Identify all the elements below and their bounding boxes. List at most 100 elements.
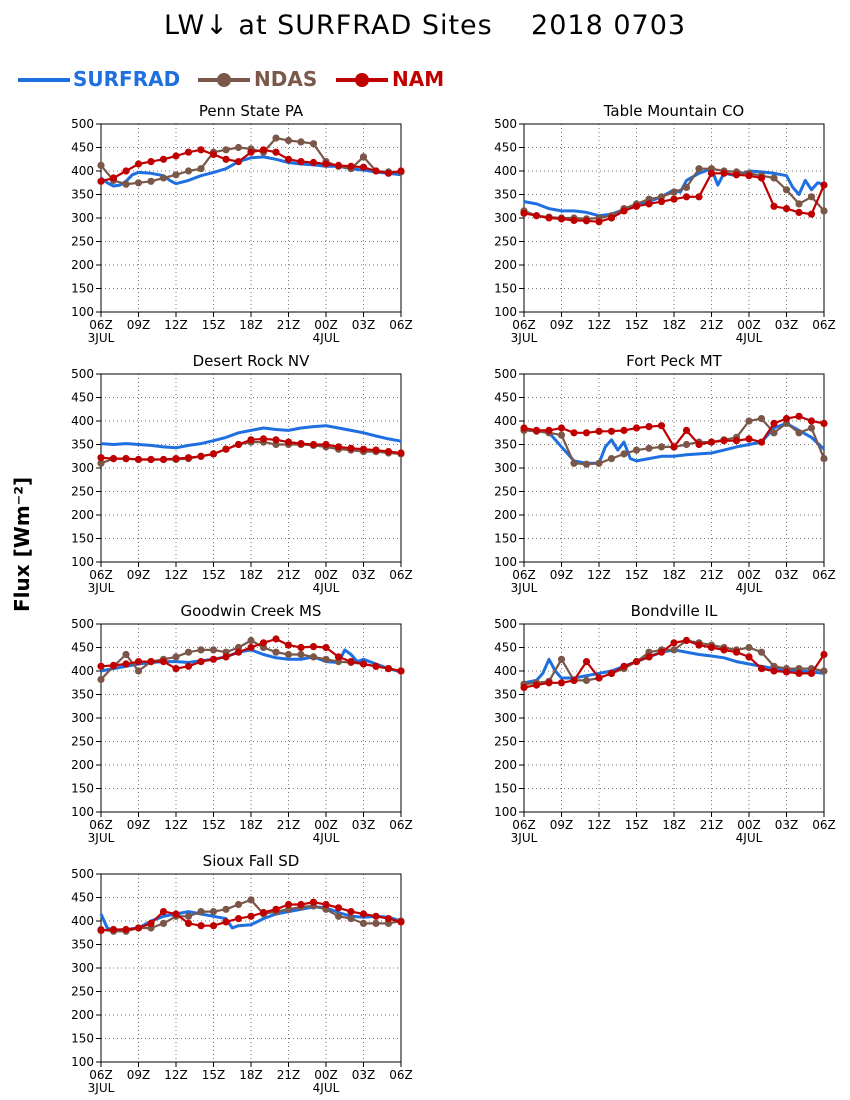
data-point-nam <box>384 169 393 177</box>
data-point-nam <box>347 658 355 666</box>
data-point-nam <box>159 455 168 464</box>
y-tick-label: 250 <box>71 485 94 499</box>
x-tick-label: 15Z <box>625 318 649 332</box>
x-tick-label: 00Z <box>314 818 338 832</box>
x-tick-label: 00Z <box>737 318 761 332</box>
data-point-nam <box>247 643 255 652</box>
data-point-nam <box>159 658 168 666</box>
data-point-nam <box>620 207 628 215</box>
series-line-ndas <box>100 137 401 186</box>
data-point-nam <box>620 662 628 670</box>
data-point-nam <box>247 912 255 920</box>
legend-line-ndas-icon <box>198 73 250 87</box>
data-point-nam <box>147 658 155 666</box>
data-point-nam <box>397 449 405 457</box>
y-tick-label: 150 <box>71 532 94 546</box>
data-point-nam <box>334 653 343 661</box>
data-point-ndas <box>122 180 130 188</box>
data-point-ndas <box>134 179 143 187</box>
data-point-nam <box>197 146 205 154</box>
data-point-nam <box>297 158 305 166</box>
data-point-nam <box>209 655 218 663</box>
data-point-nam <box>372 662 380 670</box>
data-point-ndas <box>570 459 578 467</box>
data-point-ndas <box>557 655 566 663</box>
y-tick-label: 350 <box>71 688 94 702</box>
data-point-nam <box>147 158 155 166</box>
x-tick-label: 12Z <box>587 318 611 332</box>
data-point-nam <box>234 158 243 166</box>
x-tick-label: 06Z <box>512 568 536 582</box>
data-point-ndas <box>820 667 828 675</box>
x-tick-label: 21Z <box>277 568 301 582</box>
data-point-nam <box>297 900 305 909</box>
x-tick-label: 09Z <box>127 818 151 832</box>
data-point-ndas <box>209 908 218 916</box>
data-point-nam <box>147 455 155 464</box>
data-point-nam <box>582 658 591 666</box>
y-tick-label: 500 <box>494 617 517 631</box>
data-point-nam <box>645 200 653 208</box>
x-tick-label: 06Z <box>89 1068 113 1082</box>
data-point-nam <box>745 435 753 443</box>
data-point-nam <box>284 900 293 909</box>
y-tick-label: 200 <box>494 508 517 522</box>
data-point-ndas <box>807 193 816 201</box>
data-point-nam <box>247 436 255 444</box>
y-tick-label: 350 <box>494 438 517 452</box>
data-point-nam <box>184 148 193 156</box>
y-tick-label: 100 <box>494 555 517 569</box>
y-tick-label: 300 <box>71 961 94 975</box>
data-point-ndas <box>657 443 666 451</box>
data-point-nam <box>272 148 280 156</box>
y-tick-label: 450 <box>71 641 94 655</box>
data-point-nam <box>259 639 268 647</box>
panel-desert-rock-nv: Desert Rock NV 100 150 200 250 300 350 400 450 50… <box>71 352 413 595</box>
x-date-label: 4JUL <box>313 331 340 345</box>
data-point-nam <box>384 448 393 456</box>
x-tick-label: 18Z <box>239 818 263 832</box>
y-tick-label: 100 <box>494 805 517 819</box>
data-point-ndas <box>134 667 143 675</box>
data-point-ndas <box>782 186 791 194</box>
data-point-ndas <box>745 417 753 425</box>
data-point-ndas <box>234 900 243 909</box>
data-point-nam <box>532 681 541 689</box>
series-line-surfrad <box>100 424 402 450</box>
data-point-nam <box>720 646 728 654</box>
data-point-nam <box>197 452 205 460</box>
data-point-nam <box>172 665 180 673</box>
data-point-nam <box>670 443 678 451</box>
data-point-ndas <box>309 140 318 148</box>
x-tick-label: 12Z <box>587 818 611 832</box>
data-point-ndas <box>347 915 355 923</box>
data-point-nam <box>284 155 293 163</box>
data-point-ndas <box>820 207 828 215</box>
y-tick-label: 450 <box>494 641 517 655</box>
data-point-nam <box>770 667 778 675</box>
data-point-nam <box>272 905 280 913</box>
x-tick-label: 21Z <box>277 318 301 332</box>
x-tick-label: 06Z <box>812 318 836 332</box>
data-point-nam <box>545 679 553 687</box>
data-point-nam <box>97 454 105 462</box>
y-tick-label: 250 <box>494 485 517 499</box>
data-point-nam <box>795 669 803 678</box>
y-tick-label: 250 <box>71 985 94 999</box>
x-tick-label: 09Z <box>127 318 151 332</box>
y-tick-label: 150 <box>494 282 517 296</box>
y-tick-label: 400 <box>71 664 94 678</box>
y-tick-label: 250 <box>494 235 517 249</box>
y-tick-label: 500 <box>71 117 94 131</box>
y-tick-label: 400 <box>71 414 94 428</box>
data-point-nam <box>234 648 243 656</box>
x-tick-label: 09Z <box>550 818 574 832</box>
data-point-nam <box>532 426 541 434</box>
data-point-nam <box>607 669 616 678</box>
x-tick-label: 03Z <box>775 818 799 832</box>
y-tick-label: 150 <box>71 282 94 296</box>
y-tick-label: 250 <box>71 235 94 249</box>
data-point-nam <box>557 679 566 687</box>
y-tick-label: 100 <box>71 805 94 819</box>
x-date-label: 4JUL <box>313 1081 340 1095</box>
